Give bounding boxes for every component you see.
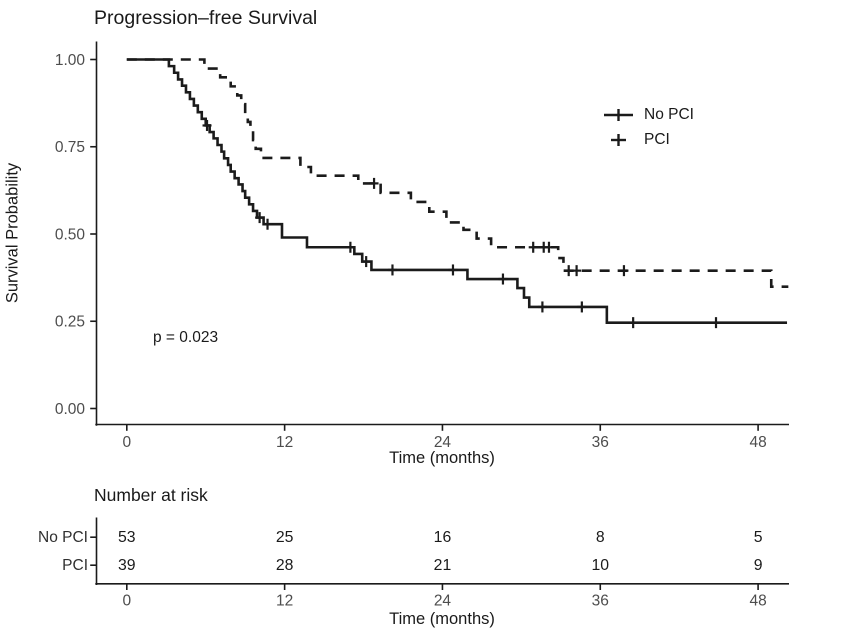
risk-count: 9	[754, 557, 763, 574]
y-tick-label: 1.00	[55, 52, 86, 69]
risk-count: 28	[276, 557, 294, 574]
risk-table-title: Number at risk	[94, 485, 208, 505]
legend: No PCI PCI	[602, 106, 694, 149]
y-tick-label: 0.50	[55, 226, 86, 243]
x-tick-label: 24	[434, 434, 452, 451]
risk-count: 5	[754, 529, 763, 546]
risk-count: 16	[434, 529, 452, 546]
survival-curve-no-pci	[126, 58, 788, 324]
x-tick-label: 0	[122, 434, 131, 451]
legend-item-pci: PCI	[602, 131, 694, 149]
chart-title: Progression–free Survival	[94, 7, 318, 29]
y-tick-label: 0.75	[55, 139, 85, 156]
risk-x-tick-label: 36	[592, 593, 609, 610]
legend-label-no-pci: No PCI	[644, 106, 694, 123]
risk-x-tick-label: 48	[749, 593, 766, 610]
risk-x-tick-label: 12	[276, 593, 293, 610]
p-value-annotation: p = 0.023	[153, 329, 219, 346]
risk-row-label-pci: PCI	[62, 557, 88, 574]
risk-count: 39	[118, 557, 136, 574]
legend-key-dashed-line-icon	[611, 134, 626, 146]
risk-x-tick-label: 0	[122, 593, 131, 610]
risk-table-x-axis-title: Time (months)	[389, 610, 495, 628]
x-tick-label: 48	[749, 434, 766, 451]
y-axis-title: Survival Probability	[3, 162, 22, 304]
risk-count: 25	[276, 529, 294, 546]
risk-count: 21	[434, 557, 452, 574]
x-axis-title: Time (months)	[389, 449, 495, 467]
legend-key-solid-line-icon	[604, 109, 633, 121]
risk-count: 8	[596, 529, 605, 546]
risk-count: 10	[591, 557, 609, 574]
x-tick-label: 12	[276, 434, 293, 451]
legend-label-pci: PCI	[644, 131, 670, 148]
risk-row-label-no-pci: No PCI	[38, 529, 88, 546]
survival-curve-pci	[126, 58, 789, 288]
risk-x-tick-label: 24	[434, 593, 452, 610]
legend-item-no-pci: No PCI	[602, 106, 694, 124]
y-tick-label: 0.25	[55, 314, 85, 331]
x-tick-label: 36	[592, 434, 609, 451]
risk-count: 53	[118, 529, 136, 546]
y-tick-label: 0.00	[55, 401, 86, 418]
